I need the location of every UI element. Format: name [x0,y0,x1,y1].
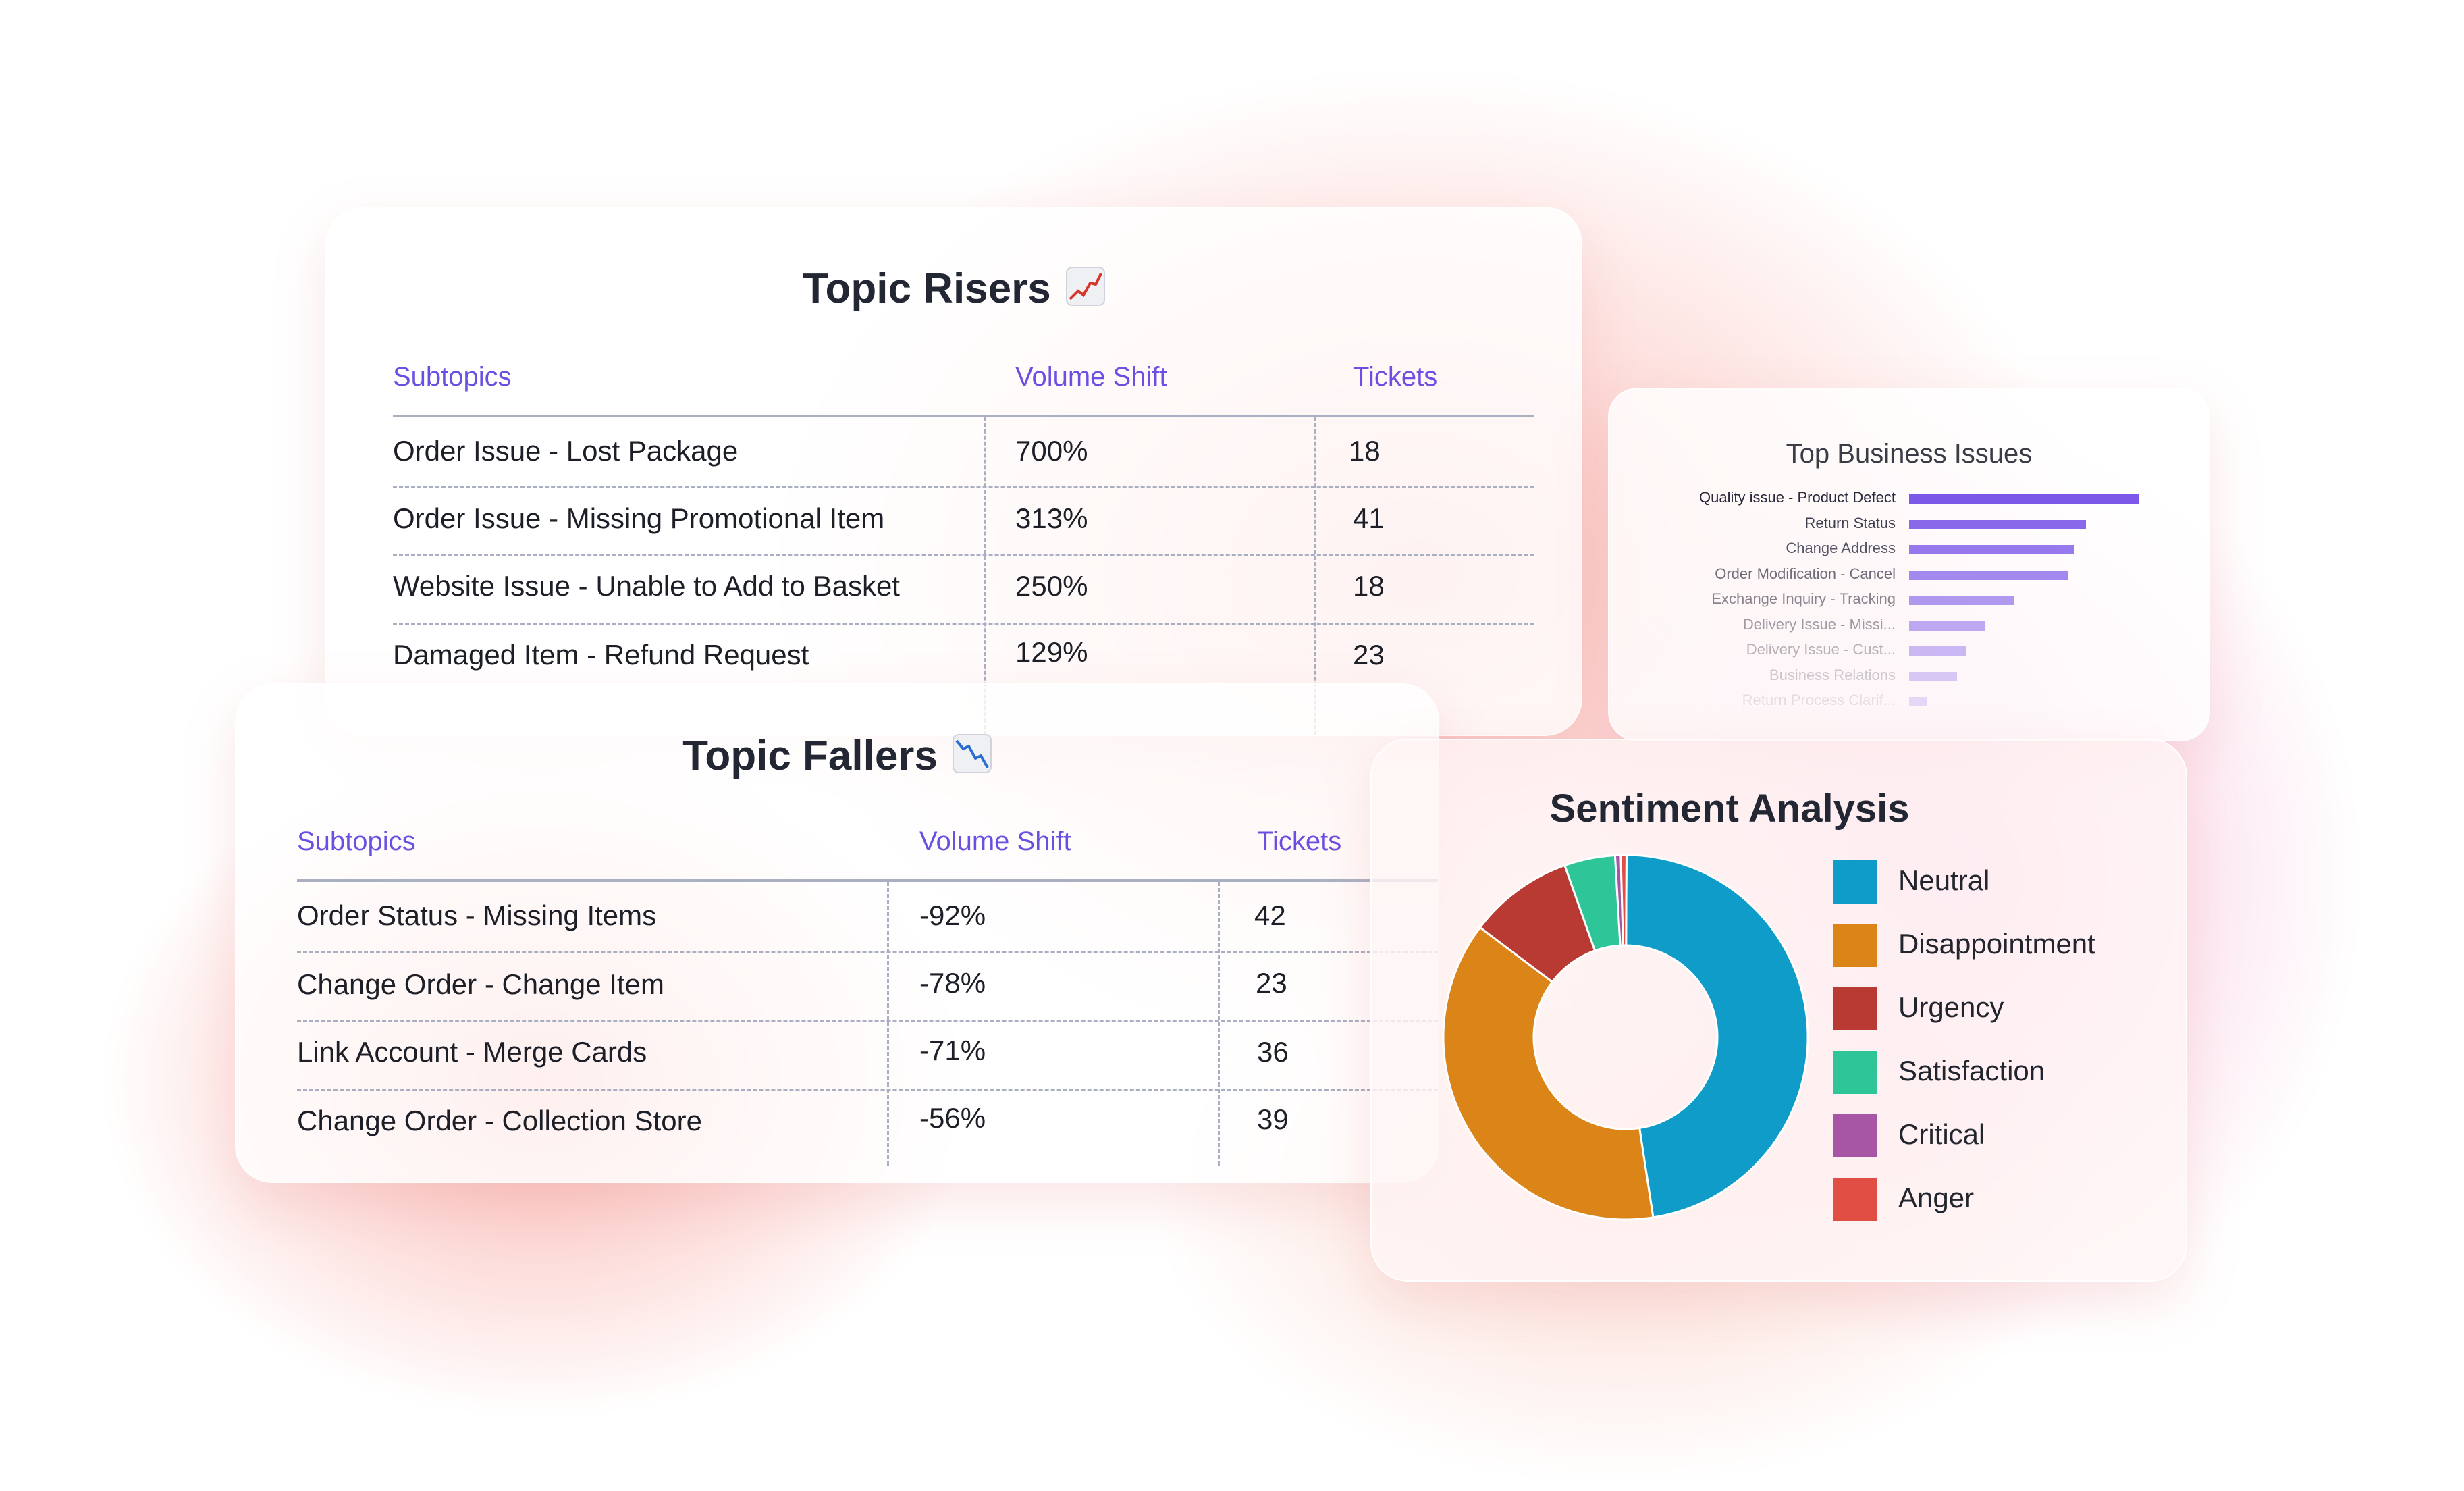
table-row-subtopic: Change Order - Change Item [297,968,664,1000]
legend-label: Disappointment [1898,928,2095,960]
table-row-shift: -71% [919,1035,986,1066]
table-row-shift: 700% [1015,435,1088,467]
topic-fallers-title: Topic Fallers [236,732,1438,783]
business-issues-card: Top Business Issues Quality issue - Prod… [1608,388,2210,741]
table-row-shift: -78% [919,967,986,999]
pie-slice-neutral[interactable] [1625,854,1809,1219]
pie-slice-disappointment[interactable] [1442,926,1655,1221]
table-row-subtopic: Website Issue - Unable to Add to Basket [393,570,900,602]
bar-label: Order Modification - Cancel [1715,565,1896,582]
bar[interactable] [1909,596,2015,605]
table-row-shift: 250% [1015,570,1088,602]
legend-swatch [1833,860,1877,904]
column-header-tickets[interactable]: Tickets [1257,827,1342,856]
bar[interactable] [1909,494,2139,504]
header-divider [297,879,1438,882]
pie-slice-anger[interactable] [1619,854,1628,947]
table-row-subtopic: Order Issue - Missing Promotional Item [393,502,885,534]
table-row-subtopic: Order Issue - Lost Package [393,435,739,467]
column-header-subtopics[interactable]: Subtopics [297,827,416,856]
row-divider [393,486,1534,488]
bar[interactable] [1909,697,1928,706]
legend-swatch [1833,987,1877,1030]
row-divider [393,623,1534,625]
bar-label: Delivery Issue - Missi... [1742,615,1896,633]
bar-label: Business Relations [1769,666,1896,683]
row-divider [393,554,1534,556]
bar-label: Change Address [1786,540,1896,556]
legend-swatch [1833,924,1877,967]
table-row-subtopic: Change Order - Collection Store [297,1105,702,1136]
table-row-tickets: 41 [1353,502,1385,534]
legend-label: Neutral [1898,864,1990,896]
column-header-volume-shift[interactable]: Volume Shift [919,827,1071,856]
topic-risers-card: Topic Risers Subtopics Volume Shift Tick… [325,207,1582,736]
column-divider [1314,417,1316,735]
legend-swatch [1833,1178,1877,1221]
legend-label: Anger [1898,1182,1975,1213]
table-row-subtopic: Link Account - Merge Cards [297,1036,647,1068]
row-divider [297,1020,1438,1022]
legend-label: Urgency [1898,991,2004,1023]
row-divider [297,951,1438,953]
sentiment-card: Sentiment Analysis Neutral Disappointmen… [1370,739,2187,1282]
sentiment-title: Sentiment Analysis [1549,787,1910,831]
bar-label: Quality issue - Product Defect [1698,489,1896,506]
table-row-subtopic: Damaged Item - Refund Request [393,639,809,671]
chart-decreasing-icon [952,734,992,783]
table-row-tickets: 18 [1349,435,1381,467]
table-row-shift: -92% [919,899,986,931]
legend-label: Critical [1898,1118,1985,1150]
legend-swatch [1833,1051,1877,1094]
legend-swatch [1833,1114,1877,1157]
table-row-subtopic: Order Status - Missing Items [297,899,657,931]
bar-label: Return Process Clarif... [1742,691,1896,708]
table-row-tickets: 39 [1257,1103,1289,1135]
bar-label: Return Status [1804,514,1896,531]
table-row-tickets: 18 [1353,570,1385,602]
table-row-tickets: 36 [1257,1036,1289,1068]
column-header-tickets[interactable]: Tickets [1353,362,1438,392]
sentiment-donut-chart [1442,854,1809,1221]
table-row-shift: 129% [1015,636,1088,668]
topic-risers-title: Topic Risers [327,265,1581,316]
row-divider [297,1089,1438,1091]
legend-label: Satisfaction [1898,1055,2045,1087]
table-row-tickets: 23 [1256,967,1287,999]
table-row-tickets: 42 [1254,899,1286,931]
topic-fallers-card: Topic Fallers Subtopics Volume Shift Tic… [235,683,1439,1183]
table-row-tickets: 23 [1353,639,1385,671]
bar[interactable] [1909,671,1958,681]
bar-label: Exchange Inquiry - Tracking [1711,590,1896,607]
chart-increasing-icon [1065,267,1105,316]
column-divider [887,882,889,1166]
column-header-volume-shift[interactable]: Volume Shift [1015,362,1167,392]
table-row-shift: -56% [919,1102,986,1134]
column-divider [984,417,986,735]
business-issues-title: Top Business Issues [1786,439,2033,469]
table-row-shift: 313% [1015,502,1088,534]
bar[interactable] [1909,621,1985,631]
bar-label: Delivery Issue - Cust... [1746,641,1896,658]
column-header-subtopics[interactable]: Subtopics [393,362,512,392]
bar[interactable] [1909,570,2068,580]
bar[interactable] [1909,646,1966,656]
column-divider [1218,882,1220,1166]
bar[interactable] [1909,519,2086,529]
header-divider [393,415,1534,417]
bar[interactable] [1909,545,2074,554]
